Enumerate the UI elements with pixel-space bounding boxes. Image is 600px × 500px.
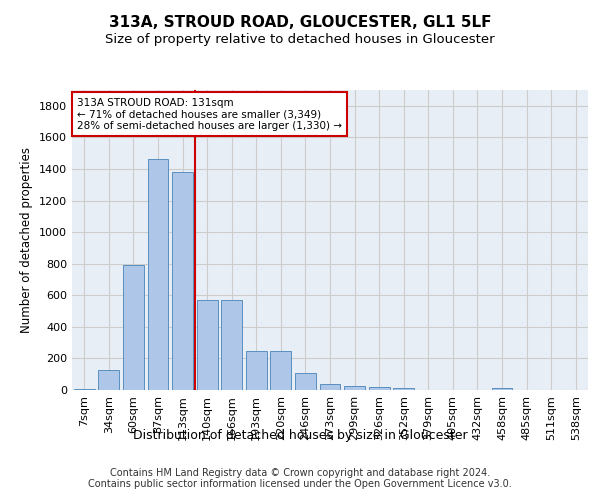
Bar — [393, 388, 414, 390]
Bar — [368, 387, 389, 390]
Bar — [74, 389, 95, 390]
Bar — [246, 352, 267, 390]
Text: 313A, STROUD ROAD, GLOUCESTER, GL1 5LF: 313A, STROUD ROAD, GLOUCESTER, GL1 5LF — [109, 15, 491, 30]
Bar — [148, 160, 169, 390]
Bar — [98, 370, 119, 390]
Text: Contains public sector information licensed under the Open Government Licence v3: Contains public sector information licen… — [88, 479, 512, 489]
Bar — [271, 352, 292, 390]
Text: Size of property relative to detached houses in Gloucester: Size of property relative to detached ho… — [105, 32, 495, 46]
Bar — [320, 384, 340, 390]
Text: Contains HM Land Registry data © Crown copyright and database right 2024.: Contains HM Land Registry data © Crown c… — [110, 468, 490, 477]
Bar — [295, 374, 316, 390]
Bar — [172, 172, 193, 390]
Bar — [344, 386, 365, 390]
Y-axis label: Number of detached properties: Number of detached properties — [20, 147, 34, 333]
Bar — [197, 300, 218, 390]
Bar — [123, 266, 144, 390]
Bar — [491, 388, 512, 390]
Text: 313A STROUD ROAD: 131sqm
← 71% of detached houses are smaller (3,349)
28% of sem: 313A STROUD ROAD: 131sqm ← 71% of detach… — [77, 98, 342, 130]
Bar — [221, 300, 242, 390]
Text: Distribution of detached houses by size in Gloucester: Distribution of detached houses by size … — [133, 428, 467, 442]
